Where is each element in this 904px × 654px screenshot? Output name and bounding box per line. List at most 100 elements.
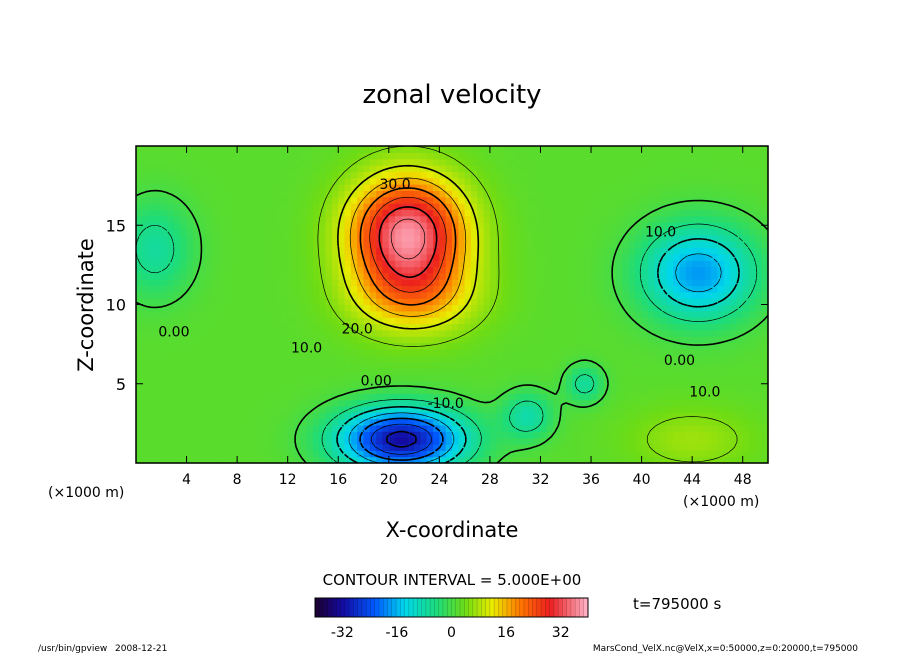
heatmap-cell <box>218 323 226 331</box>
heatmap-cell <box>237 203 245 210</box>
heatmap-cell <box>534 184 542 191</box>
heatmap-cell <box>357 374 365 382</box>
heatmap-cell <box>477 424 485 432</box>
heatmap-cell <box>268 177 276 185</box>
heatmap-cell <box>515 374 523 382</box>
heatmap-cell <box>388 279 396 287</box>
heatmap-cell <box>584 348 592 356</box>
heatmap-cell <box>489 412 497 420</box>
heatmap-cell <box>136 310 143 318</box>
heatmap-cell <box>211 443 219 451</box>
heatmap-cell <box>723 412 731 420</box>
heatmap-cell <box>369 355 377 363</box>
heatmap-cell <box>237 241 245 249</box>
heatmap-cell <box>230 329 238 337</box>
heatmap-cell <box>584 158 592 166</box>
heatmap-cell <box>312 171 320 179</box>
heatmap-cell <box>300 450 308 458</box>
heatmap-cell <box>483 241 491 249</box>
heatmap-cell <box>262 355 270 363</box>
heatmap-cell <box>224 215 232 223</box>
heatmap-cell <box>755 209 763 217</box>
heatmap-cell <box>515 336 523 344</box>
heatmap-cell <box>730 165 737 172</box>
heatmap-cell <box>673 399 681 407</box>
heatmap-cell <box>395 203 403 210</box>
heatmap-cell <box>534 165 542 172</box>
heatmap-cell <box>192 317 200 325</box>
heatmap-cell <box>401 146 409 153</box>
heatmap-cell <box>489 279 497 287</box>
heatmap-cell <box>698 272 706 280</box>
heatmap-cell <box>249 177 257 185</box>
heatmap-cell <box>338 234 346 242</box>
heatmap-cell <box>717 291 725 299</box>
heatmap-cell <box>154 241 162 249</box>
heatmap-cell <box>660 228 668 236</box>
heatmap-cell <box>262 247 270 255</box>
heatmap-cell <box>654 171 662 179</box>
heatmap-cell <box>192 456 200 464</box>
heatmap-cell <box>205 405 213 413</box>
heatmap-cell <box>616 260 624 268</box>
heatmap-cell <box>553 165 561 172</box>
heatmap-cell <box>673 171 681 179</box>
heatmap-cell <box>426 234 434 242</box>
heatmap-cell <box>142 355 150 363</box>
heatmap-cell <box>382 177 390 185</box>
heatmap-cell <box>591 393 598 401</box>
heatmap-cell <box>344 215 352 223</box>
heatmap-cell <box>211 431 219 439</box>
heatmap-cell <box>199 380 207 388</box>
heatmap-cell <box>597 342 605 350</box>
heatmap-cell <box>268 437 276 445</box>
heatmap-cell <box>540 253 548 261</box>
heatmap-cell <box>173 342 181 350</box>
heatmap-cell <box>192 399 200 407</box>
heatmap-cell <box>230 272 238 280</box>
heatmap-cell <box>534 209 542 217</box>
heatmap-cell <box>584 412 592 420</box>
heatmap-cell <box>578 291 586 299</box>
heatmap-cell <box>749 405 756 413</box>
heatmap-cell <box>654 253 662 261</box>
heatmap-cell <box>553 323 561 331</box>
heatmap-cell <box>628 177 636 185</box>
heatmap-cell <box>281 241 289 249</box>
heatmap-cell <box>350 443 358 451</box>
heatmap-cell <box>723 228 731 236</box>
heatmap-cell <box>736 171 744 179</box>
heatmap-cell <box>603 443 611 451</box>
heatmap-cell <box>363 355 371 363</box>
heatmap-cell <box>173 348 181 356</box>
heatmap-cell <box>622 456 630 464</box>
heatmap-cell <box>559 317 567 325</box>
heatmap-cell <box>730 184 737 191</box>
heatmap-cell <box>382 374 390 382</box>
heatmap-cell <box>268 348 276 356</box>
heatmap-cell <box>312 203 320 210</box>
heatmap-cell <box>527 348 535 356</box>
heatmap-cell <box>559 285 567 293</box>
heatmap-cell <box>641 418 649 426</box>
heatmap-cell <box>698 456 706 464</box>
heatmap-cell <box>673 393 681 401</box>
heatmap-cell <box>458 342 466 350</box>
heatmap-cell <box>395 424 403 432</box>
heatmap-cell <box>540 215 548 223</box>
heatmap-cell <box>148 361 156 369</box>
heatmap-cell <box>603 393 611 401</box>
heatmap-cell <box>388 234 396 242</box>
heatmap-cell <box>136 437 143 445</box>
heatmap-cell <box>578 342 586 350</box>
heatmap-cell <box>755 317 763 325</box>
heatmap-cell <box>679 310 687 318</box>
heatmap-cell <box>331 165 339 172</box>
heatmap-cell <box>287 399 295 407</box>
heatmap-cell <box>287 285 295 293</box>
heatmap-cell <box>395 336 403 344</box>
heatmap-cell <box>173 367 181 375</box>
heatmap-cell <box>369 393 377 401</box>
heatmap-cell <box>673 158 681 166</box>
heatmap-cell <box>584 443 592 451</box>
